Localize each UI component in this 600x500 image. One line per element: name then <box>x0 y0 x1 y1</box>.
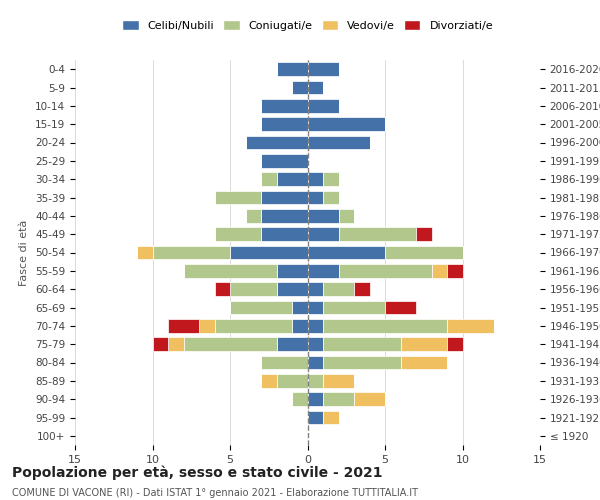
Bar <box>308 172 323 186</box>
Bar <box>308 80 323 94</box>
Bar <box>338 228 416 241</box>
Bar <box>308 228 338 241</box>
Bar <box>308 264 338 278</box>
Bar <box>215 190 261 204</box>
Bar <box>308 246 385 260</box>
Bar <box>277 172 308 186</box>
Bar <box>261 374 277 388</box>
Bar <box>230 246 308 260</box>
Bar <box>261 356 308 370</box>
Bar <box>277 62 308 76</box>
Bar <box>323 282 354 296</box>
Bar <box>354 392 385 406</box>
Bar <box>385 300 416 314</box>
Text: COMUNE DI VACONE (RI) - Dati ISTAT 1° gennaio 2021 - Elaborazione TUTTITALIA.IT: COMUNE DI VACONE (RI) - Dati ISTAT 1° ge… <box>12 488 418 498</box>
Bar <box>245 209 261 222</box>
Bar <box>323 392 354 406</box>
Legend: Celibi/Nubili, Coniugati/e, Vedovi/e, Divorziati/e: Celibi/Nubili, Coniugati/e, Vedovi/e, Di… <box>118 16 497 35</box>
Bar <box>261 99 308 112</box>
Bar <box>447 338 463 351</box>
Bar <box>308 374 323 388</box>
Y-axis label: Fasce di età: Fasce di età <box>19 220 29 286</box>
Bar <box>401 338 447 351</box>
Bar <box>385 246 463 260</box>
Bar <box>308 282 323 296</box>
Bar <box>215 282 230 296</box>
Bar <box>261 209 308 222</box>
Bar <box>447 319 493 332</box>
Bar <box>261 228 308 241</box>
Bar <box>261 154 308 168</box>
Bar <box>184 338 277 351</box>
Bar <box>292 300 308 314</box>
Text: Popolazione per età, sesso e stato civile - 2021: Popolazione per età, sesso e stato civil… <box>12 465 383 479</box>
Bar <box>323 356 401 370</box>
Bar <box>338 264 431 278</box>
Bar <box>168 319 199 332</box>
Bar <box>323 410 338 424</box>
Bar <box>292 80 308 94</box>
Bar <box>261 190 308 204</box>
Bar <box>323 190 338 204</box>
Bar <box>431 264 447 278</box>
Bar <box>137 246 152 260</box>
Bar <box>338 209 354 222</box>
Bar <box>261 172 277 186</box>
Bar <box>230 282 277 296</box>
Bar <box>245 136 308 149</box>
Bar <box>308 300 323 314</box>
Bar <box>308 319 323 332</box>
Bar <box>215 228 261 241</box>
Bar <box>447 264 463 278</box>
Bar <box>323 338 401 351</box>
Bar <box>308 118 385 131</box>
Bar <box>323 300 385 314</box>
Bar <box>323 374 354 388</box>
Bar <box>354 282 370 296</box>
Bar <box>277 264 308 278</box>
Bar <box>308 209 338 222</box>
Bar <box>308 136 370 149</box>
Bar <box>308 99 338 112</box>
Bar <box>277 338 308 351</box>
Bar <box>152 246 230 260</box>
Bar <box>308 190 323 204</box>
Bar <box>292 319 308 332</box>
Bar <box>184 264 277 278</box>
Bar <box>308 62 338 76</box>
Bar <box>323 172 338 186</box>
Bar <box>308 338 323 351</box>
Bar <box>199 319 215 332</box>
Bar <box>401 356 447 370</box>
Bar <box>277 374 308 388</box>
Bar <box>323 319 447 332</box>
Bar <box>261 118 308 131</box>
Bar <box>308 356 323 370</box>
Bar <box>152 338 168 351</box>
Bar <box>230 300 292 314</box>
Bar <box>308 392 323 406</box>
Bar <box>168 338 184 351</box>
Bar <box>308 410 323 424</box>
Bar <box>277 282 308 296</box>
Bar <box>292 392 308 406</box>
Bar <box>215 319 292 332</box>
Bar <box>416 228 431 241</box>
